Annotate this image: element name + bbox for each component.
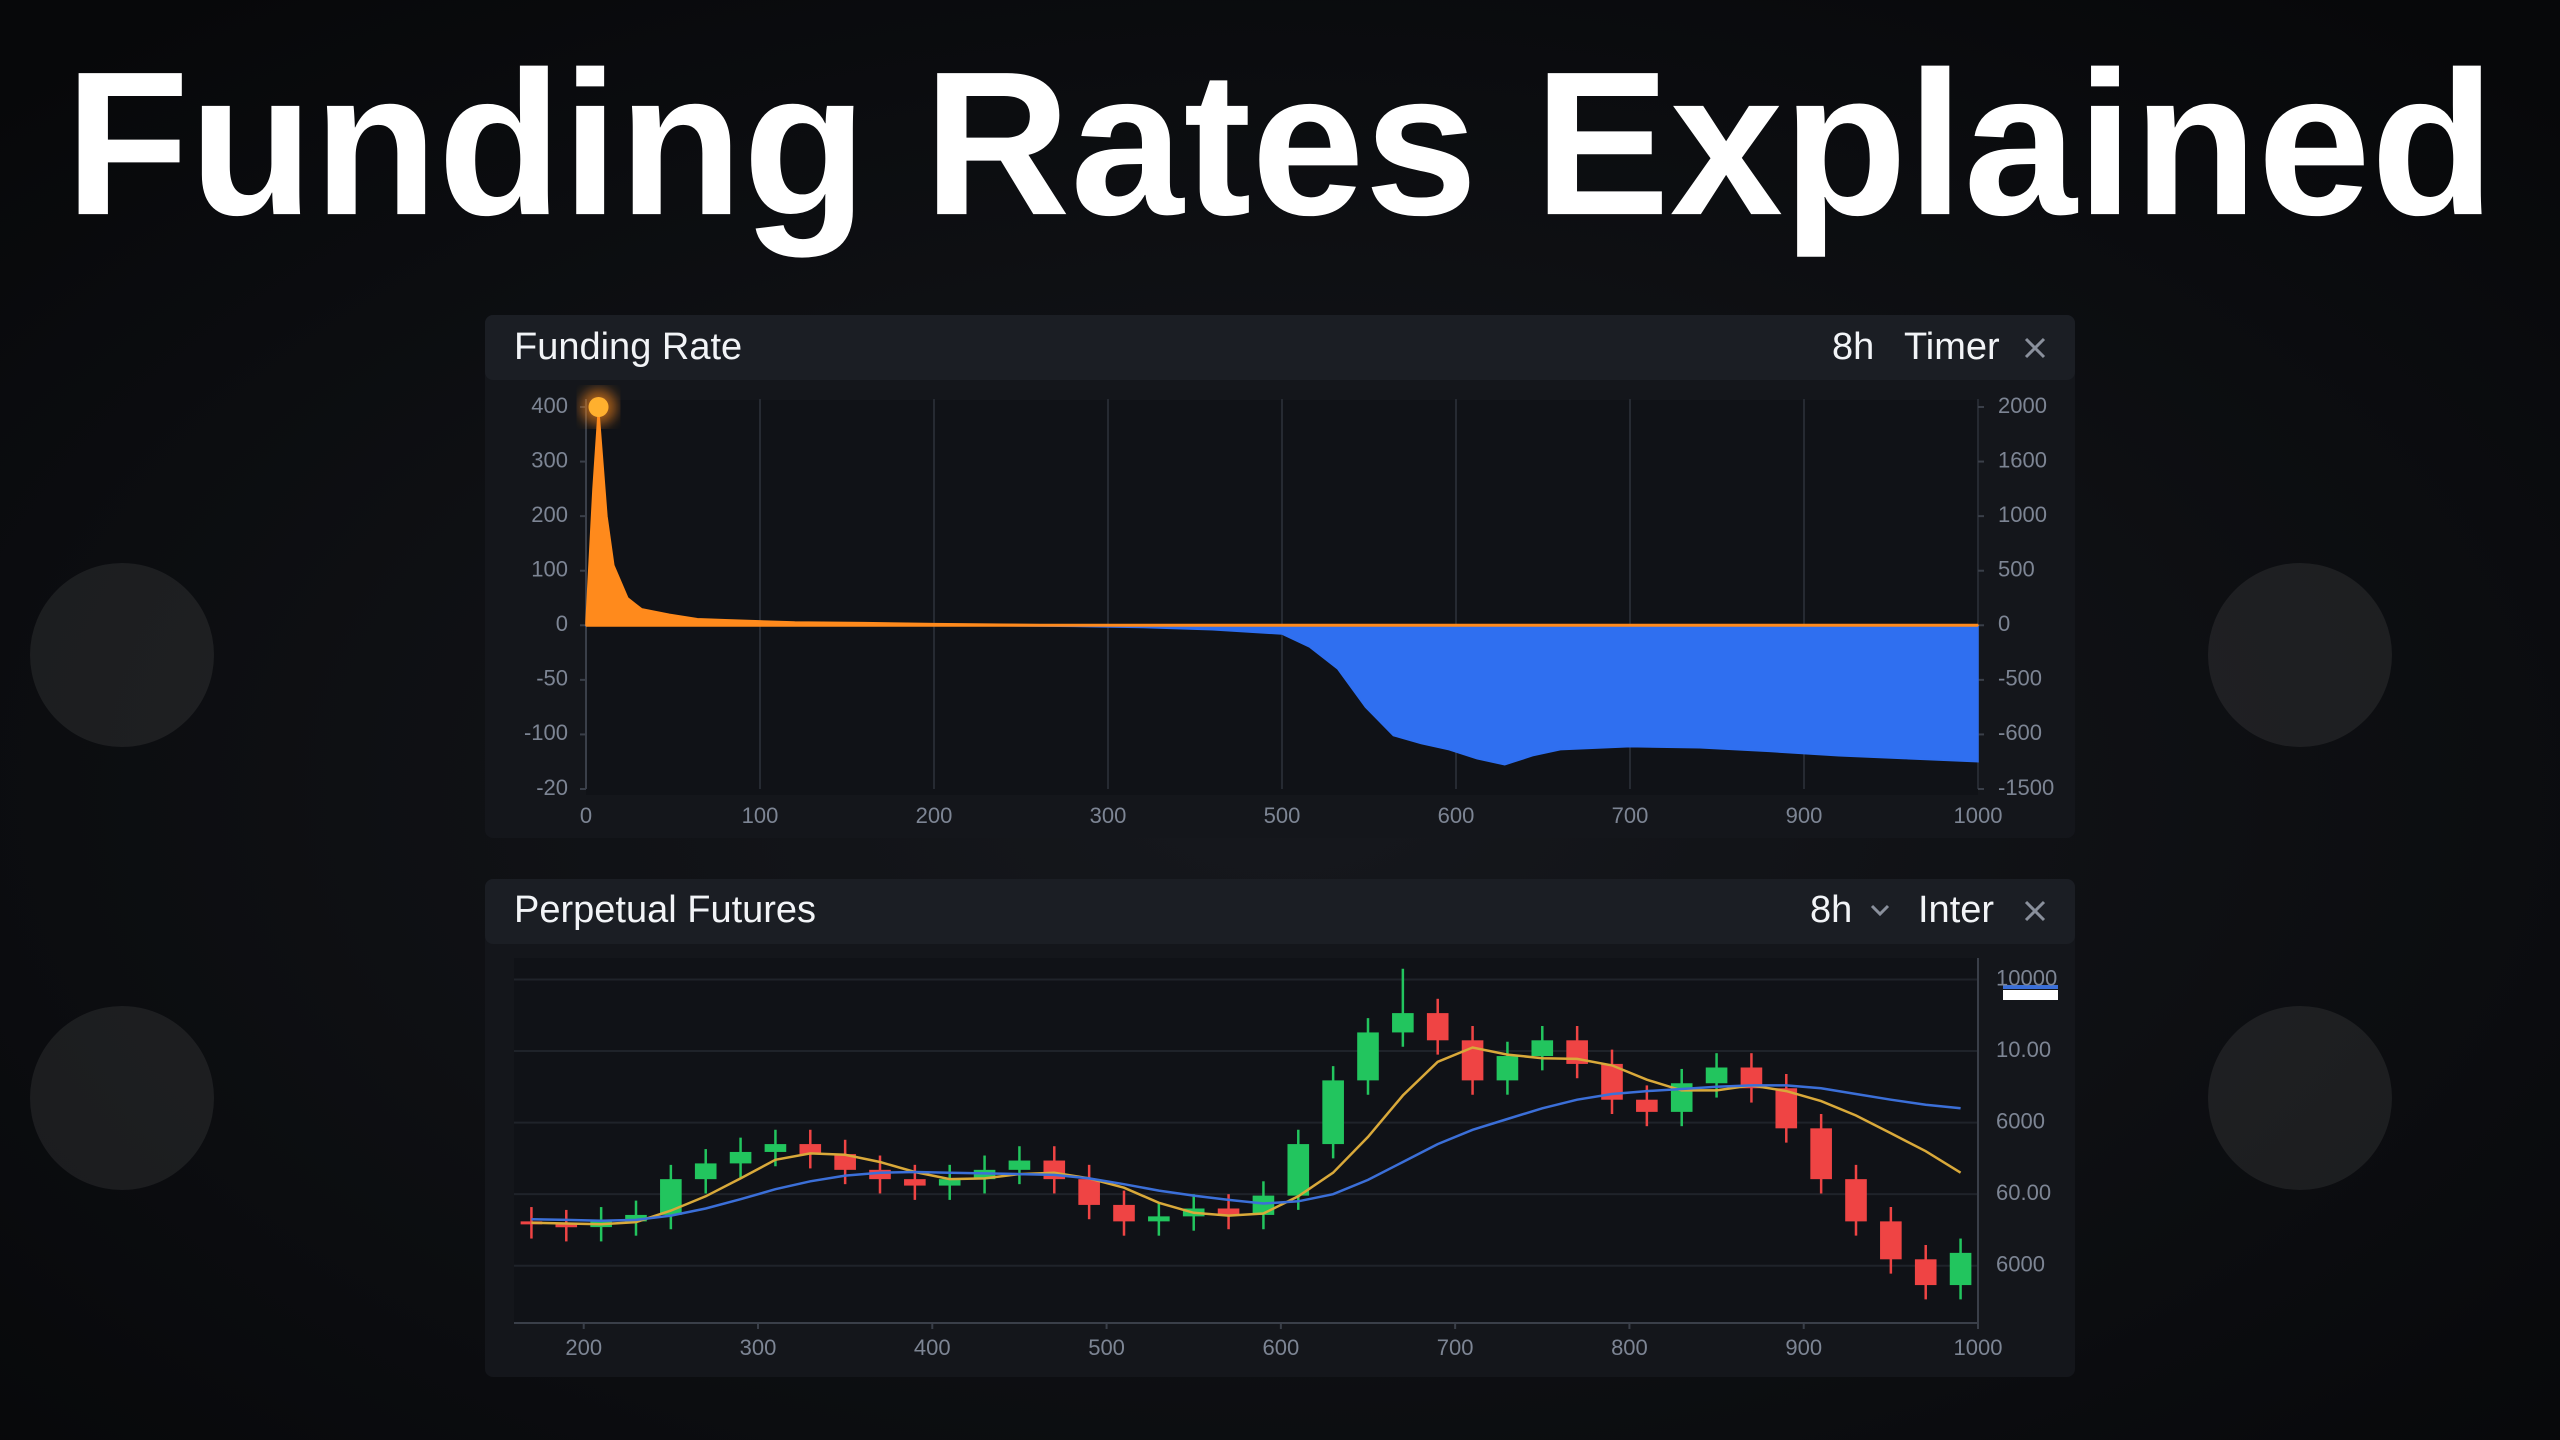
x-tick-label: 600 (1438, 803, 1475, 828)
control[interactable]: Timer (1904, 326, 2000, 368)
candle-body (625, 1214, 647, 1222)
candle-body (1914, 1259, 1937, 1286)
close-button[interactable] (2024, 337, 2046, 359)
y-tick-label: 100 (531, 557, 568, 582)
x-tick-label: 900 (1785, 1335, 1822, 1360)
candle-body (1008, 1160, 1031, 1170)
plot-area (514, 958, 1978, 1323)
y2-tick-label: -1500 (1998, 775, 2054, 800)
price-marker (2003, 985, 2058, 989)
candle-body (1531, 1040, 1554, 1057)
x-tick-label: 0 (580, 803, 592, 828)
x-tick-label: 800 (1611, 1335, 1648, 1360)
y-tick-label: 0 (556, 611, 568, 636)
candle-body (1775, 1088, 1798, 1129)
candle-body (904, 1179, 926, 1186)
x-tick-label: 200 (565, 1335, 602, 1360)
candle-body (799, 1144, 822, 1155)
x-tick-label: 700 (1437, 1335, 1474, 1360)
y2-tick-label: -500 (1998, 666, 2042, 691)
panel-title: Funding Rate (514, 326, 742, 368)
x-tick-label: 100 (742, 803, 779, 828)
candle-body (1496, 1056, 1519, 1081)
y-tick-label: 10000 (1996, 965, 2057, 990)
interval[interactable]: 8h (1832, 326, 1874, 368)
y2-tick-label: -600 (1998, 720, 2042, 745)
candle-body (1705, 1067, 1728, 1084)
x-tick-label: 500 (1264, 803, 1301, 828)
y-tick-label: -100 (524, 720, 568, 745)
y-tick-label: -50 (536, 666, 568, 691)
candle-body (729, 1151, 752, 1164)
candle-body (1287, 1144, 1310, 1196)
x-tick-label: 1000 (1954, 803, 2003, 828)
candle-body (1357, 1032, 1379, 1081)
x-tick-label: 600 (1262, 1335, 1299, 1360)
y-tick-label: 10.00 (1996, 1037, 2051, 1062)
candle-body (764, 1144, 787, 1152)
y2-tick-label: 1000 (1998, 502, 2047, 527)
moving-average (531, 1046, 1962, 1226)
candle-body (1148, 1216, 1170, 1222)
y-tick-label: 400 (531, 393, 568, 418)
panel-header (485, 879, 2075, 944)
candle-body (694, 1163, 717, 1180)
x-tick-label: 900 (1786, 803, 1823, 828)
candle-body (1601, 1063, 1623, 1100)
panel-header (485, 315, 2075, 380)
candle-body (1252, 1195, 1275, 1215)
candle-body (660, 1179, 682, 1215)
candle-body (1217, 1208, 1240, 1215)
candle-body (1880, 1221, 1902, 1260)
control[interactable]: Inter (1918, 889, 1994, 931)
peak-marker (588, 397, 609, 417)
x-tick-label: 300 (1090, 803, 1127, 828)
candle-body (1426, 1013, 1449, 1041)
y-tick-label: 300 (531, 447, 568, 472)
candle-body (869, 1169, 891, 1180)
candle-body (1392, 1013, 1414, 1033)
panel-title: Perpetual Futures (514, 889, 816, 931)
x-tick-label: 300 (740, 1335, 777, 1360)
x-tick-label: 1000 (1954, 1335, 2003, 1360)
candle-body (1078, 1179, 1100, 1205)
dropdown-chevron[interactable] (1870, 904, 1890, 917)
headline: Funding Rates Explained (65, 29, 2495, 258)
y2-tick-label: 2000 (1998, 393, 2047, 418)
candle-body (1322, 1080, 1344, 1145)
x-tick-label: 400 (914, 1335, 951, 1360)
candle-body (555, 1224, 578, 1228)
y-tick-label: -20 (536, 775, 568, 800)
price-marker (2003, 990, 2058, 1000)
candle-body (1113, 1204, 1135, 1222)
candle-body (1845, 1179, 1867, 1222)
candle-body (1949, 1252, 1972, 1286)
y-tick-label: 6000 (1996, 1108, 2045, 1133)
x-tick-label: 200 (916, 803, 953, 828)
y2-tick-label: 1600 (1998, 447, 2047, 472)
watermarks (30, 563, 2392, 1190)
x-tick-label: 500 (1088, 1335, 1125, 1360)
y2-tick-label: 500 (1998, 557, 2035, 582)
moving-average (531, 1084, 1961, 1222)
candle-body (938, 1179, 961, 1186)
y-tick-label: 200 (531, 502, 568, 527)
candle-body (834, 1154, 856, 1170)
candle-body (1740, 1067, 1763, 1089)
y-tick-label: 6000 (1996, 1252, 2045, 1277)
y-tick-label: 60.00 (1996, 1180, 2051, 1205)
interval[interactable]: 8h (1810, 889, 1852, 931)
candle-body (1636, 1099, 1658, 1112)
close-button[interactable] (2024, 900, 2046, 922)
y2-tick-label: 0 (1998, 611, 2010, 636)
x-tick-label: 700 (1612, 803, 1649, 828)
candle-body (1810, 1128, 1832, 1180)
